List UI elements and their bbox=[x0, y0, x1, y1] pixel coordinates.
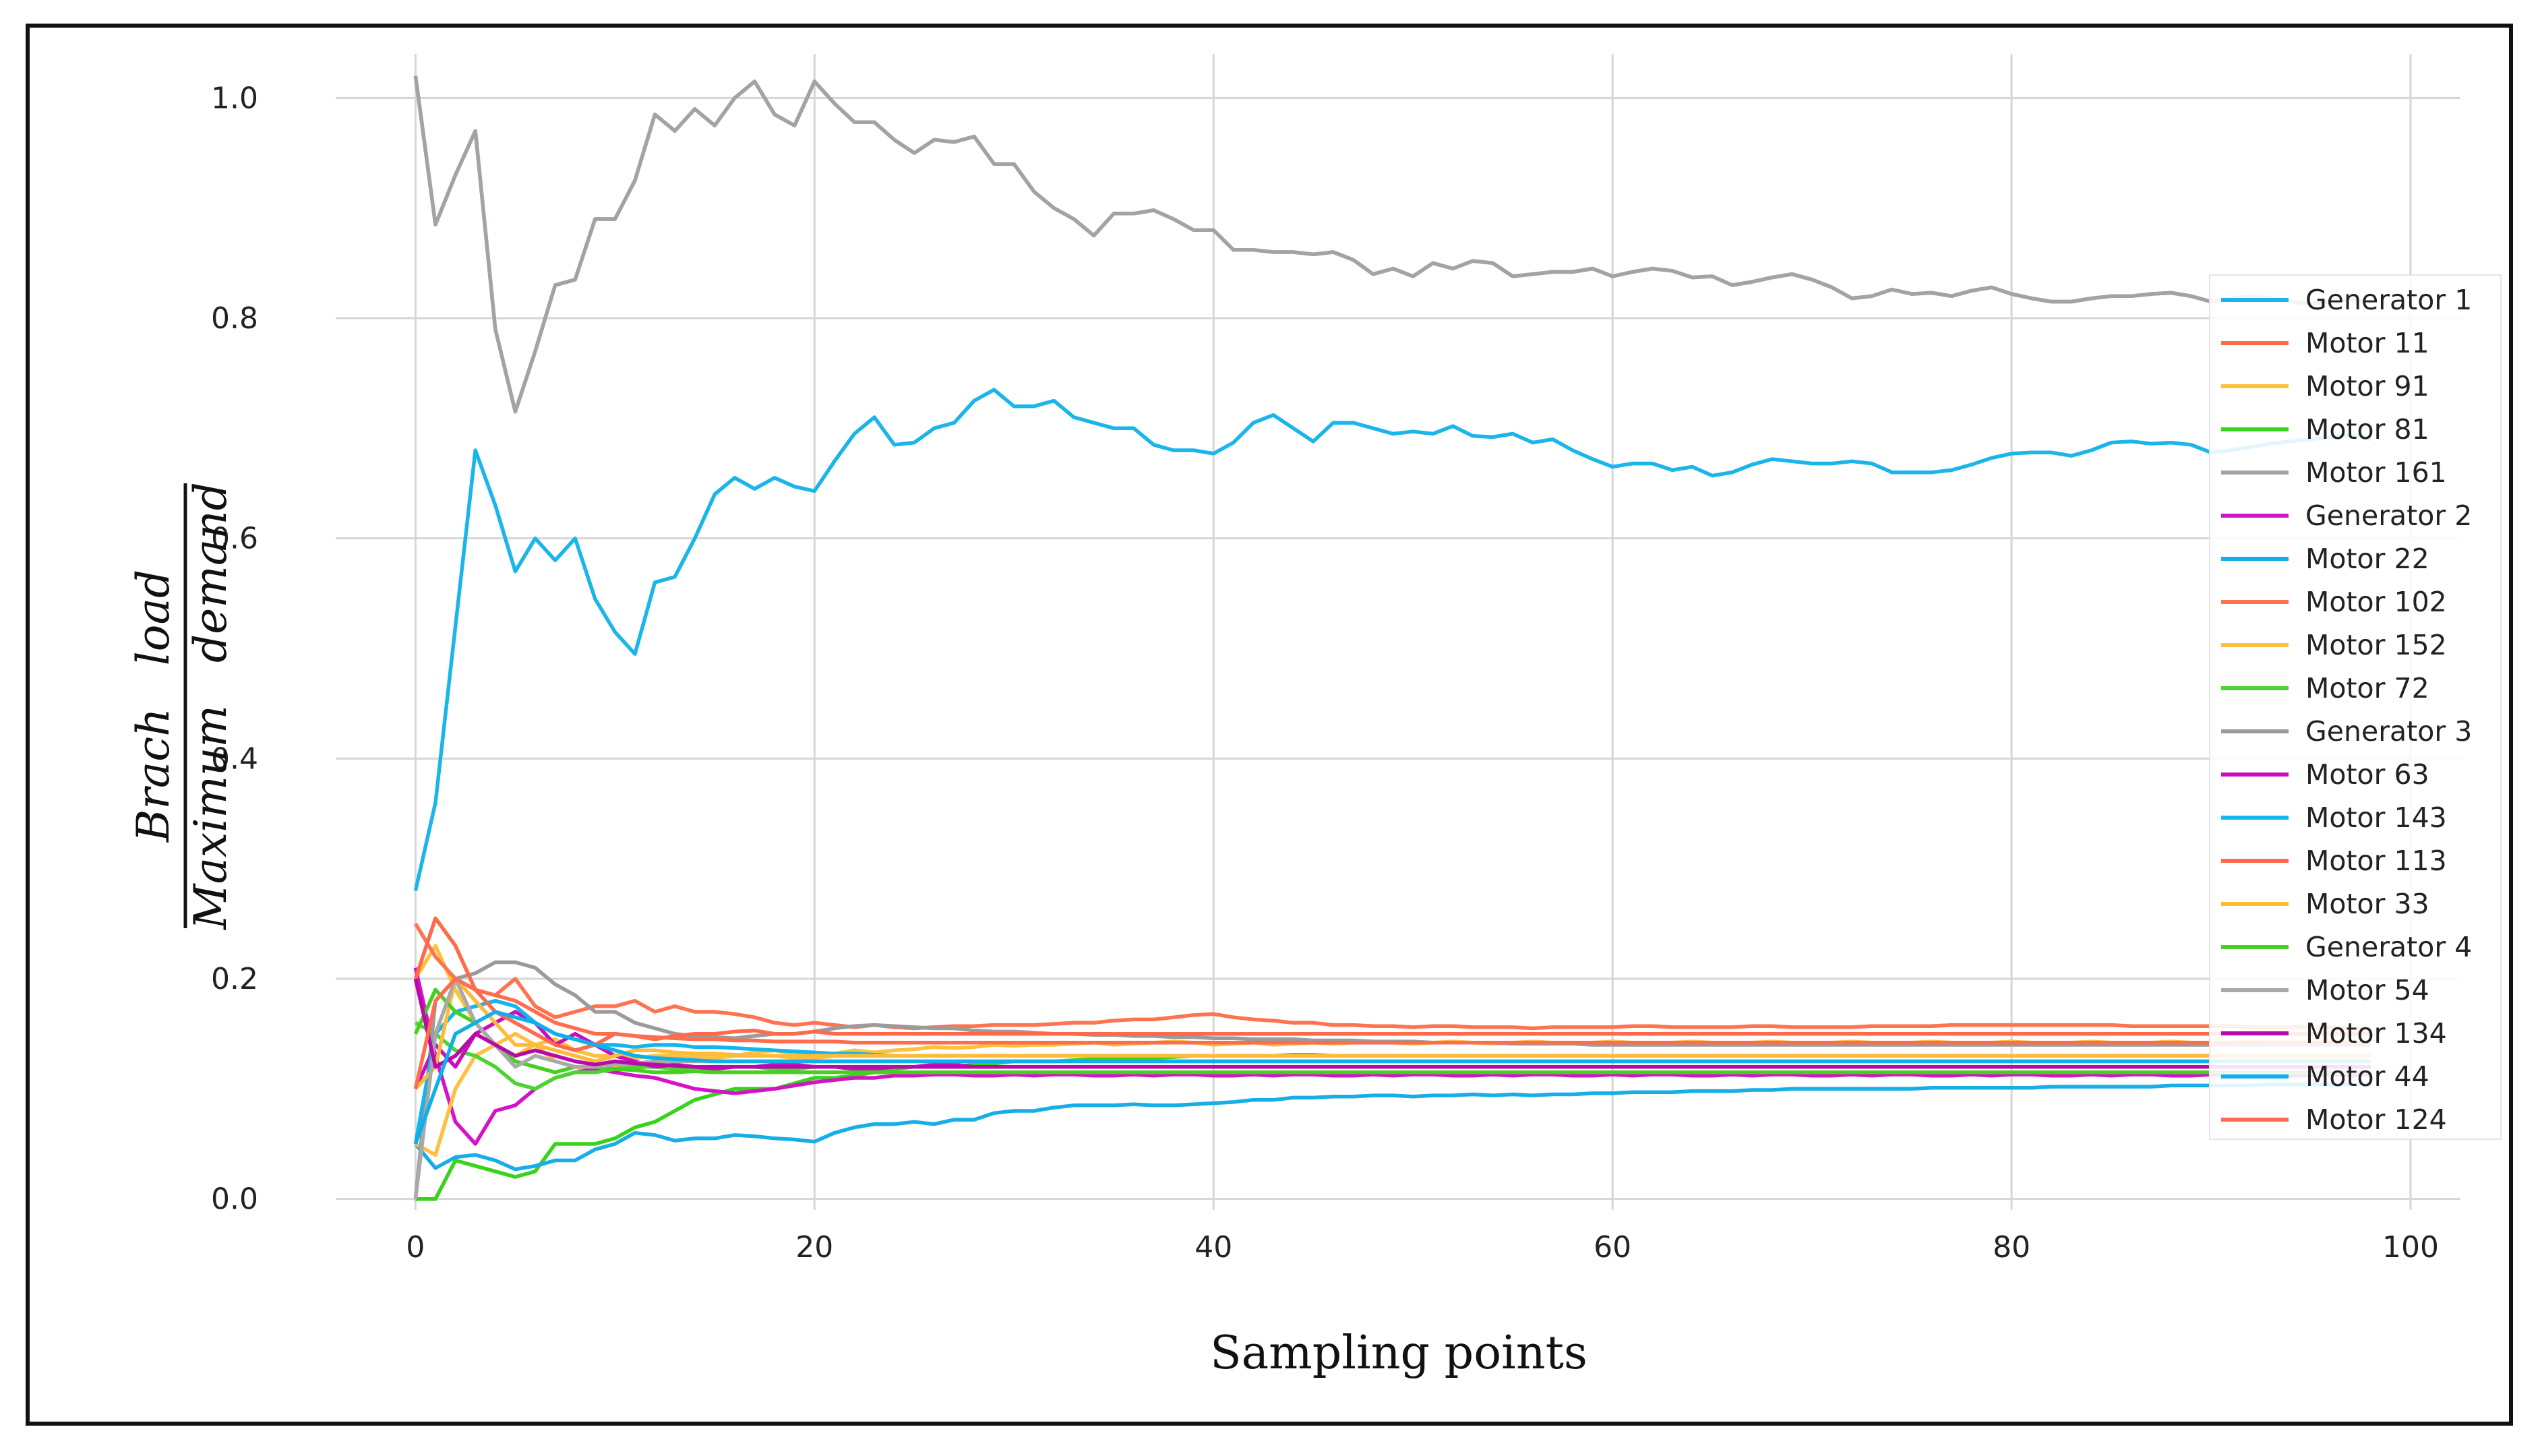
series-line-motor-33 bbox=[414, 977, 2371, 1091]
series-line-generator-4 bbox=[413, 988, 2371, 1074]
legend-label-generator-3: Generator 3 bbox=[2305, 715, 2472, 748]
legend-label-motor-102: Motor 102 bbox=[2305, 586, 2447, 618]
y-tick-label: 0.6 bbox=[211, 522, 258, 556]
y-axis-label-denominator: Maximum demand bbox=[185, 482, 237, 930]
x-tick-label: 40 bbox=[1194, 1230, 1232, 1265]
series-line-motor-113 bbox=[413, 916, 2371, 1052]
x-tick-label: 80 bbox=[1993, 1230, 2030, 1265]
legend-label-motor-44: Motor 44 bbox=[2305, 1060, 2429, 1093]
y-axis-ticks: 0.0 0.2 0.4 0.6 0.8 1.0 bbox=[211, 81, 258, 1216]
legend-label-motor-91: Motor 91 bbox=[2305, 370, 2429, 402]
series-line-motor-102 bbox=[414, 922, 2371, 1031]
x-tick-label: 100 bbox=[2382, 1230, 2439, 1265]
legend-label-motor-143: Motor 143 bbox=[2305, 801, 2447, 834]
legend: Generator 1 Motor 11 Motor 91 Motor 81 Motor… bbox=[2209, 274, 2502, 1140]
legend-label-motor-124: Motor 124 bbox=[2305, 1103, 2447, 1136]
series-line-generator-1 bbox=[413, 388, 2371, 891]
series-line-motor-134 bbox=[413, 978, 2371, 1069]
series-line-motor-161 bbox=[413, 75, 2371, 414]
figure-frame bbox=[26, 24, 2513, 1426]
series-line-generator-2 bbox=[413, 967, 2371, 1146]
series-line-generator-3 bbox=[413, 960, 2371, 1199]
y-axis-label: Brach load Maximum demand bbox=[127, 482, 237, 930]
y-tick-label: 0.8 bbox=[211, 301, 258, 336]
series-line-motor-22 bbox=[414, 1083, 2371, 1172]
legend-label-motor-72: Motor 72 bbox=[2305, 672, 2429, 704]
legend-box bbox=[2209, 274, 2502, 1140]
series-line-motor-11 bbox=[413, 75, 2371, 414]
legend-label-motor-33: Motor 33 bbox=[2305, 888, 2429, 920]
x-axis-ticks: 0 20 40 60 80 100 bbox=[406, 1230, 2439, 1265]
legend-label-motor-161: Motor 161 bbox=[2305, 456, 2447, 489]
legend-label-motor-152: Motor 152 bbox=[2305, 629, 2447, 661]
x-tick-label: 60 bbox=[1594, 1230, 1631, 1265]
y-axis-label-numerator: Brach load bbox=[127, 570, 179, 843]
legend-label-motor-11: Motor 11 bbox=[2305, 327, 2429, 359]
x-tick-label: 0 bbox=[406, 1230, 425, 1265]
y-tick-label: 1.0 bbox=[211, 81, 258, 115]
series-line-motor-124 bbox=[413, 977, 2371, 1089]
legend-label-motor-113: Motor 113 bbox=[2305, 845, 2447, 877]
series-line-motor-44 bbox=[413, 1010, 2371, 1145]
y-tick-label: 0.4 bbox=[211, 741, 258, 776]
legend-label-generator-1: Generator 1 bbox=[2305, 284, 2472, 316]
legend-label-motor-54: Motor 54 bbox=[2305, 974, 2429, 1006]
legend-label-motor-81: Motor 81 bbox=[2305, 413, 2429, 446]
y-tick-label: 0.0 bbox=[211, 1182, 258, 1217]
series-lines bbox=[413, 75, 2371, 1201]
legend-label-motor-134: Motor 134 bbox=[2305, 1017, 2447, 1050]
x-tick-label: 20 bbox=[795, 1230, 833, 1265]
legend-label-generator-4: Generator 4 bbox=[2305, 931, 2472, 963]
x-axis-label: Sampling points bbox=[1210, 1327, 1587, 1380]
legend-label-generator-2: Generator 2 bbox=[2305, 499, 2472, 532]
y-tick-label: 0.2 bbox=[211, 962, 258, 996]
legend-label-motor-63: Motor 63 bbox=[2305, 758, 2429, 791]
legend-label-motor-22: Motor 22 bbox=[2305, 543, 2429, 575]
